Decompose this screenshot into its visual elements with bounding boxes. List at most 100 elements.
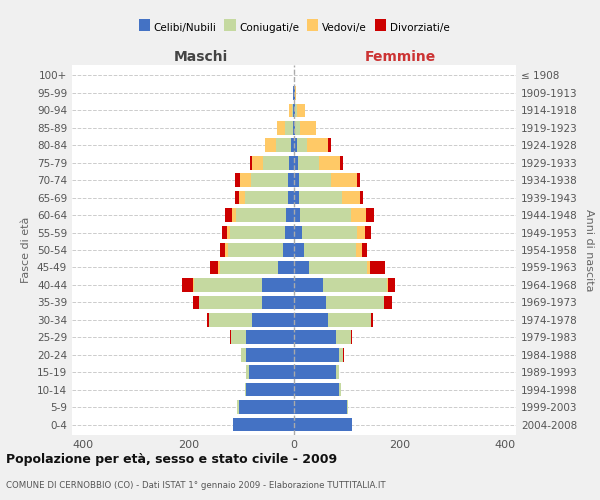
Bar (292, 138, 294, 152)
Bar (340, 156, 343, 170)
Bar (236, 208, 286, 222)
Bar (245, 383, 247, 396)
Bar (292, 104, 293, 117)
Bar (239, 400, 294, 414)
Bar (294, 156, 298, 170)
Bar (225, 243, 228, 257)
Bar (358, 174, 360, 187)
Bar (221, 226, 227, 239)
Legend: Celibi/Nubili, Coniugati/e, Vedovi/e, Divorziati/e: Celibi/Nubili, Coniugati/e, Vedovi/e, Di… (134, 18, 454, 36)
Bar (182, 278, 193, 291)
Bar (294, 174, 299, 187)
Bar (193, 278, 194, 291)
Bar (294, 418, 352, 432)
Bar (294, 138, 296, 152)
Bar (386, 278, 388, 291)
Bar (218, 260, 220, 274)
Text: Femmine: Femmine (365, 50, 436, 64)
Bar (331, 174, 358, 187)
Bar (304, 243, 356, 257)
Bar (328, 313, 371, 326)
Bar (262, 296, 294, 309)
Bar (339, 383, 341, 396)
Bar (356, 243, 362, 257)
Bar (365, 226, 371, 239)
Bar (347, 400, 348, 414)
Text: Popolazione per età, sesso e stato civile - 2009: Popolazione per età, sesso e stato civil… (6, 452, 337, 466)
Bar (209, 313, 252, 326)
Bar (225, 208, 232, 222)
Bar (230, 226, 285, 239)
Bar (294, 400, 347, 414)
Bar (294, 383, 339, 396)
Bar (294, 348, 339, 362)
Bar (295, 104, 296, 117)
Bar (294, 278, 323, 291)
Bar (301, 121, 316, 134)
Bar (235, 191, 239, 204)
Bar (323, 278, 386, 291)
Bar (296, 138, 307, 152)
Bar (249, 366, 294, 379)
Bar (278, 260, 294, 274)
Bar (362, 243, 367, 257)
Bar (207, 313, 209, 326)
Bar (247, 383, 294, 396)
Bar (251, 174, 287, 187)
Bar (263, 156, 289, 170)
Bar (339, 348, 343, 362)
Bar (328, 138, 331, 152)
Bar (230, 330, 247, 344)
Bar (367, 208, 374, 222)
Bar (301, 208, 350, 222)
Y-axis label: Fasce di età: Fasce di età (22, 217, 31, 283)
Bar (371, 313, 373, 326)
Bar (285, 121, 293, 134)
Bar (302, 226, 358, 239)
Text: COMUNE DI CERNOBBIO (CO) - Dati ISTAT 1° gennaio 2009 - Elaborazione TUTTITALIA.: COMUNE DI CERNOBBIO (CO) - Dati ISTAT 1°… (6, 481, 386, 490)
Bar (294, 243, 304, 257)
Bar (319, 156, 340, 170)
Bar (309, 260, 367, 274)
Bar (294, 208, 301, 222)
Bar (294, 260, 309, 274)
Bar (238, 400, 239, 414)
Bar (239, 191, 245, 204)
Bar (250, 156, 252, 170)
Bar (294, 121, 295, 134)
Bar (247, 366, 249, 379)
Bar (299, 174, 331, 187)
Bar (336, 366, 339, 379)
Bar (343, 348, 344, 362)
Bar (367, 260, 370, 274)
Bar (296, 104, 305, 117)
Bar (247, 348, 294, 362)
Bar (384, 296, 392, 309)
Bar (370, 260, 385, 274)
Bar (245, 191, 287, 204)
Bar (287, 191, 294, 204)
Bar (283, 243, 294, 257)
Bar (194, 278, 262, 291)
Bar (294, 191, 299, 204)
Bar (295, 121, 301, 134)
Bar (360, 191, 363, 204)
Bar (228, 243, 283, 257)
Bar (232, 208, 236, 222)
Bar (211, 260, 218, 274)
Bar (287, 174, 294, 187)
Bar (235, 174, 240, 187)
Bar (252, 156, 263, 170)
Bar (293, 121, 294, 134)
Bar (326, 296, 384, 309)
Bar (388, 278, 395, 291)
Bar (241, 348, 247, 362)
Bar (193, 296, 199, 309)
Bar (350, 208, 367, 222)
Bar (199, 296, 262, 309)
Bar (289, 156, 294, 170)
Bar (294, 330, 336, 344)
Bar (275, 138, 292, 152)
Y-axis label: Anni di nascita: Anni di nascita (584, 209, 594, 291)
Bar (252, 313, 294, 326)
